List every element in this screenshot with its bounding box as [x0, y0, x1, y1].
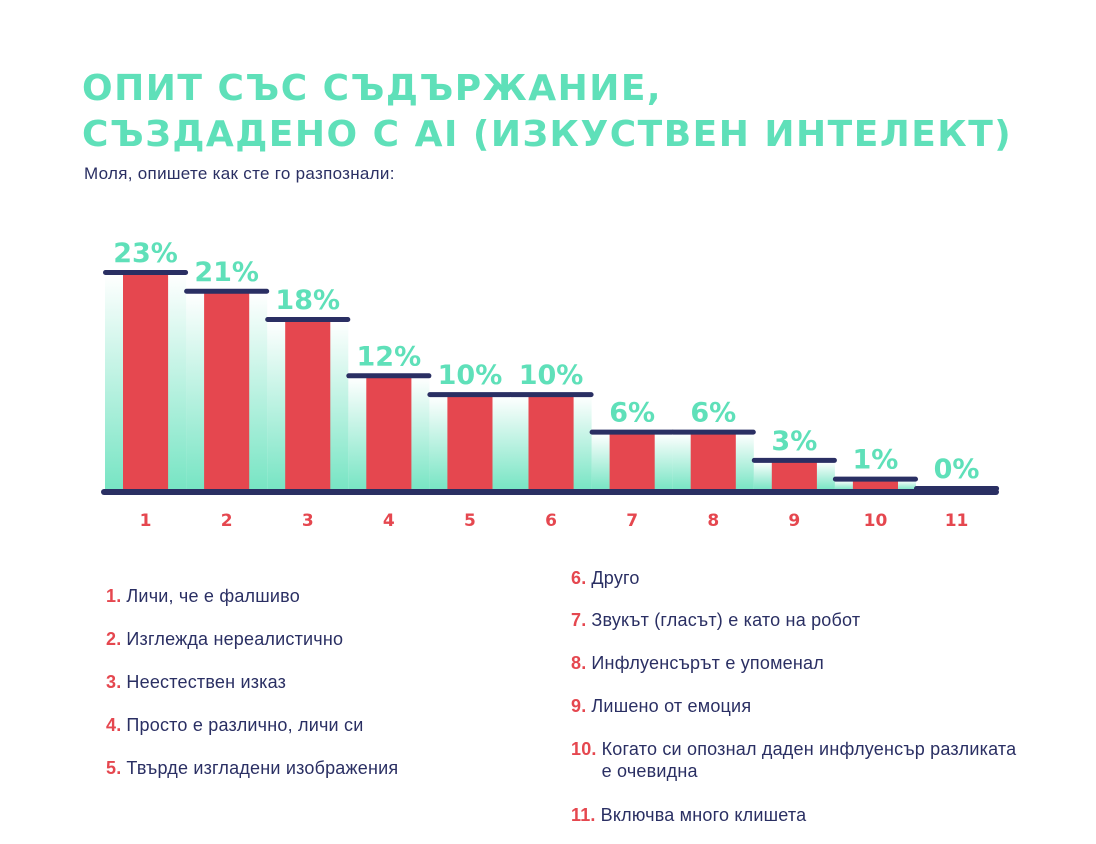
- x-axis-baseline: [101, 489, 999, 495]
- page-title: ОПИТ СЪС СЪДЪРЖАНИЕ, СЪЗДАДЕНО С AI (ИЗК…: [82, 66, 1012, 158]
- category-label-6: 6: [545, 511, 557, 531]
- category-label-3: 3: [302, 511, 314, 531]
- value-label-7: 6%: [609, 398, 655, 429]
- value-label-2: 21%: [194, 257, 259, 288]
- bar-cap-6: [508, 392, 594, 398]
- category-label-5: 5: [464, 511, 476, 531]
- value-label-9: 3%: [771, 426, 817, 457]
- bar-cap-9: [751, 457, 837, 463]
- bar-cap-7: [589, 429, 675, 435]
- category-label-11: 11: [945, 511, 969, 531]
- legend-item: 9. Лишено от емоция: [571, 695, 1021, 717]
- category-label-4: 4: [383, 511, 395, 531]
- legend-item-text: Лишено от емоция: [591, 696, 752, 716]
- value-label-3: 18%: [275, 285, 340, 316]
- category-label-1: 1: [140, 511, 152, 531]
- legend-item-number: 10.: [571, 739, 597, 759]
- category-label-2: 2: [221, 511, 233, 531]
- category-label-8: 8: [707, 511, 719, 531]
- category-label-10: 10: [864, 511, 888, 531]
- legend-item-text: Инфлуенсърът е упоменал: [591, 653, 824, 673]
- legend-item: 2. Изглежда нереалистично: [106, 628, 526, 650]
- value-label-1: 23%: [113, 238, 178, 269]
- bar-cap-1: [103, 270, 189, 275]
- bar-4: [366, 377, 412, 490]
- legend-item-text: Личи, че е фалшиво: [126, 586, 300, 606]
- legend-item-number: 6.: [571, 568, 587, 588]
- value-label-10: 1%: [853, 445, 899, 476]
- title-line-1: ОПИТ СЪС СЪДЪРЖАНИЕ,: [82, 68, 663, 109]
- title-line-2: СЪЗДАДЕНО С AI (ИЗКУСТВЕН ИНТЕЛЕКТ): [82, 114, 1013, 155]
- legend-item-text: Неестествен изказ: [126, 672, 287, 692]
- legend-item: 8. Инфлуенсърът е упоменал: [571, 652, 1021, 674]
- bar-5: [447, 396, 493, 490]
- legend-item-number: 7.: [571, 610, 587, 630]
- bar-chart: 23% 1 21% 2 18% 3 12% 4 10% 5 10% 6 6% 7 6% 8 3% 9 1% 10 0% 1…: [101, 238, 1000, 531]
- value-label-4: 12%: [357, 341, 422, 372]
- legend-item-number: 4.: [106, 715, 122, 735]
- legend-item: 4. Просто е различно, личи си: [106, 714, 526, 736]
- legend-item-number: 3.: [106, 672, 122, 692]
- legend-item-number: 8.: [571, 653, 587, 673]
- legend-item-number: 9.: [571, 696, 587, 716]
- page-subtitle: Моля, опишете как сте го разпознали:: [84, 164, 395, 183]
- legend-item-text: Когато си опознал даден инфлуенсър разли…: [601, 739, 1017, 781]
- bar-7: [609, 433, 655, 490]
- bar-8: [690, 433, 736, 490]
- legend-item-text: Включва много клишета: [600, 805, 807, 825]
- bar-cap-2: [184, 288, 270, 294]
- bar-cap-4: [346, 373, 432, 379]
- value-label-8: 6%: [690, 398, 736, 429]
- bar-cap-8: [670, 429, 756, 435]
- bar-10: [852, 480, 898, 490]
- legend-item: 6. Друго: [571, 567, 1021, 589]
- value-label-11: 0%: [934, 454, 980, 485]
- legend-item: 10. Когато си опознал даден инфлуенсър ра…: [571, 738, 1021, 782]
- bar-cap-5: [427, 392, 513, 398]
- value-label-6: 10%: [519, 360, 584, 391]
- bar-cap-10: [832, 476, 918, 482]
- bar-3: [285, 320, 331, 490]
- legend-item: 1. Личи, че е фалшиво: [106, 585, 526, 607]
- legend-item-number: 5.: [106, 758, 122, 778]
- value-label-5: 10%: [438, 360, 503, 391]
- bar-6: [528, 396, 574, 490]
- category-label-9: 9: [788, 511, 800, 531]
- legend-item-number: 11.: [571, 805, 596, 825]
- category-label-7: 7: [626, 511, 638, 531]
- legend-item: 7. Звукът (гласът) е като на робот: [571, 609, 1021, 631]
- legend-item-text: Изглежда нереалистично: [126, 629, 344, 649]
- legend-item-number: 2.: [106, 629, 122, 649]
- legend-item-number: 1.: [106, 586, 122, 606]
- legend-item-text: Звукът (гласът) е като на робот: [591, 610, 861, 630]
- bar-cap-3: [265, 316, 351, 322]
- bar-9: [771, 461, 817, 490]
- legend-item-text: Друго: [591, 568, 640, 588]
- legend-item-text: Твърде изгладени изображения: [126, 758, 399, 778]
- bar-2: [204, 292, 250, 490]
- legend-item: 11. Включва много клишета: [571, 804, 1021, 826]
- legend-item: 5. Твърде изгладени изображения: [106, 757, 526, 779]
- legend-item-text: Просто е различно, личи си: [126, 715, 364, 735]
- legend-item: 3. Неестествен изказ: [106, 671, 526, 693]
- bar-1: [123, 274, 169, 490]
